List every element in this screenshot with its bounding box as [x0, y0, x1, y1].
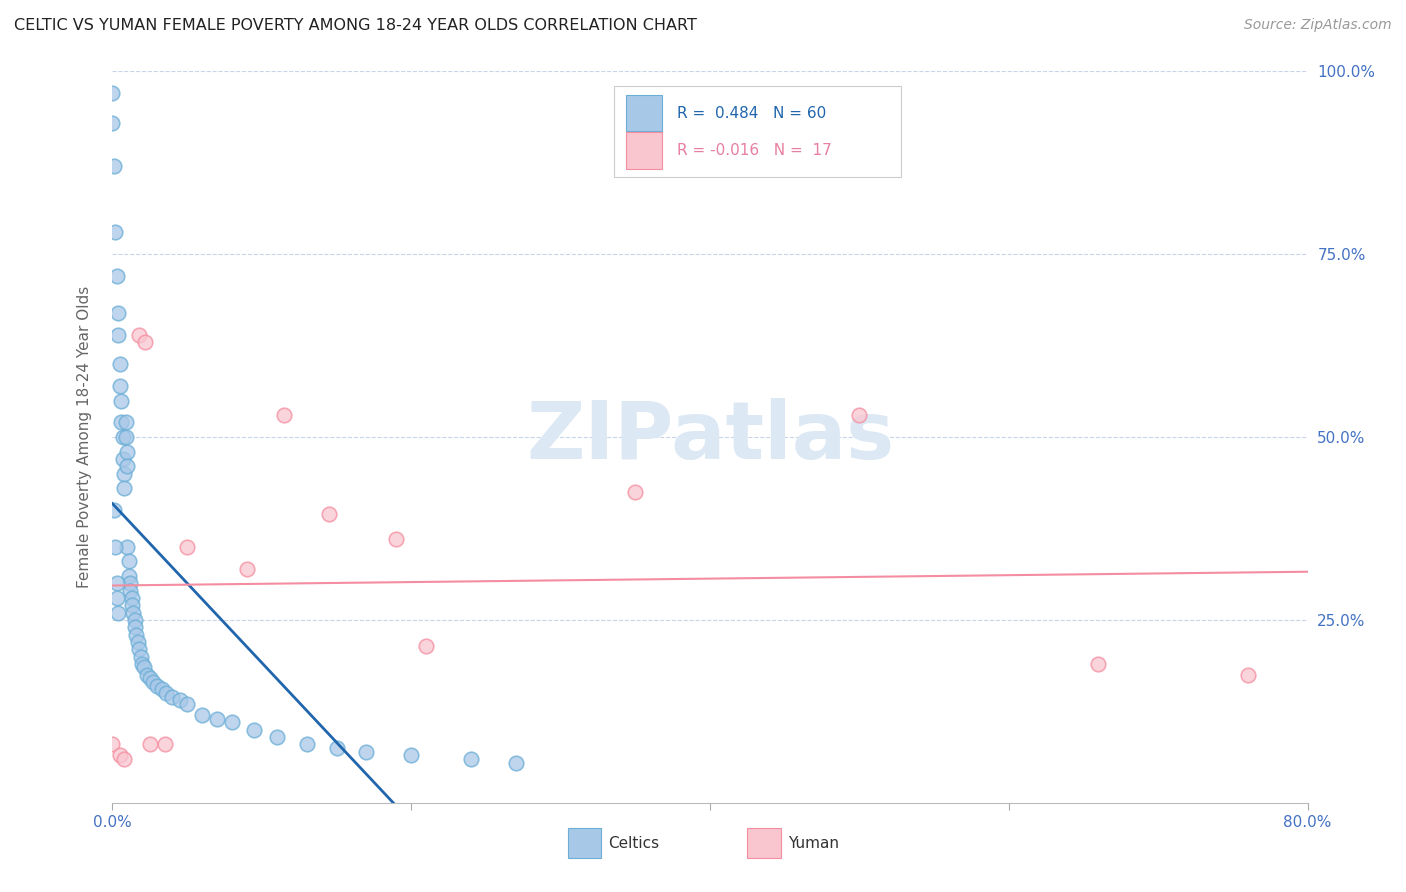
Point: [243, 723, 266, 737]
Point: [114, 481, 135, 495]
Point: [108, 357, 131, 371]
Text: Yuman: Yuman: [787, 836, 839, 851]
Point: [295, 737, 318, 751]
Point: [1087, 657, 1109, 671]
Point: [176, 540, 198, 554]
Point: [110, 416, 132, 430]
Point: [191, 708, 214, 723]
Point: [121, 599, 143, 613]
Point: [415, 639, 437, 653]
Point: [117, 444, 139, 458]
Point: [176, 697, 198, 711]
Text: CELTIC VS YUMAN FEMALE POVERTY AMONG 18-24 YEAR OLDS CORRELATION CHART: CELTIC VS YUMAN FEMALE POVERTY AMONG 18-…: [14, 18, 697, 33]
Point: [105, 591, 128, 605]
Point: [104, 225, 127, 239]
Point: [1237, 667, 1260, 681]
Point: [107, 327, 129, 342]
Bar: [747, 829, 780, 858]
Bar: [627, 132, 662, 169]
Point: [108, 379, 131, 393]
Point: [105, 269, 128, 284]
Point: [385, 533, 408, 547]
Point: [128, 642, 150, 657]
Point: [120, 583, 142, 598]
Text: R = -0.016   N =  17: R = -0.016 N = 17: [676, 143, 831, 158]
Point: [107, 306, 129, 320]
Point: [356, 745, 378, 759]
Point: [266, 730, 288, 744]
Point: [125, 627, 148, 641]
Point: [120, 576, 142, 591]
Point: [131, 657, 153, 671]
Point: [127, 635, 149, 649]
Point: [142, 675, 165, 690]
Point: [236, 562, 259, 576]
Point: [108, 748, 131, 763]
Bar: [568, 829, 602, 858]
Point: [146, 679, 169, 693]
Point: [401, 748, 423, 763]
Point: [114, 467, 135, 481]
Point: [134, 334, 156, 349]
Point: [115, 416, 138, 430]
Point: [110, 393, 132, 408]
Point: [135, 667, 157, 681]
Text: Source: ZipAtlas.com: Source: ZipAtlas.com: [1244, 18, 1392, 32]
Bar: [627, 95, 662, 131]
Point: [104, 540, 127, 554]
Point: [117, 459, 139, 474]
Point: [505, 756, 527, 770]
Point: [103, 503, 125, 517]
Point: [129, 649, 152, 664]
Point: [124, 620, 146, 634]
Point: [169, 693, 191, 707]
Point: [325, 740, 347, 755]
Text: Celtics: Celtics: [609, 836, 659, 851]
Point: [103, 160, 125, 174]
Point: [153, 737, 176, 751]
Point: [624, 485, 647, 500]
Point: [115, 430, 138, 444]
Point: [111, 452, 134, 467]
Point: [460, 752, 482, 766]
Point: [221, 715, 243, 730]
Point: [117, 540, 139, 554]
Point: [139, 737, 162, 751]
Point: [128, 327, 150, 342]
Point: [318, 507, 340, 521]
Point: [139, 672, 162, 686]
Point: [132, 660, 155, 674]
Point: [121, 591, 143, 605]
Text: ZIPatlas: ZIPatlas: [526, 398, 894, 476]
Point: [162, 690, 183, 704]
Point: [205, 712, 228, 726]
FancyBboxPatch shape: [614, 86, 901, 178]
Point: [101, 115, 124, 129]
Point: [124, 613, 146, 627]
Y-axis label: Female Poverty Among 18-24 Year Olds: Female Poverty Among 18-24 Year Olds: [77, 286, 91, 588]
Point: [107, 606, 129, 620]
Point: [114, 752, 135, 766]
Point: [101, 87, 124, 101]
Point: [105, 576, 128, 591]
Point: [101, 737, 124, 751]
Point: [111, 430, 134, 444]
Point: [273, 408, 295, 422]
Point: [118, 554, 141, 568]
Point: [155, 686, 177, 700]
Point: [118, 569, 141, 583]
Point: [122, 606, 145, 620]
Text: R =  0.484   N = 60: R = 0.484 N = 60: [676, 105, 825, 120]
Point: [150, 682, 173, 697]
Point: [848, 408, 870, 422]
